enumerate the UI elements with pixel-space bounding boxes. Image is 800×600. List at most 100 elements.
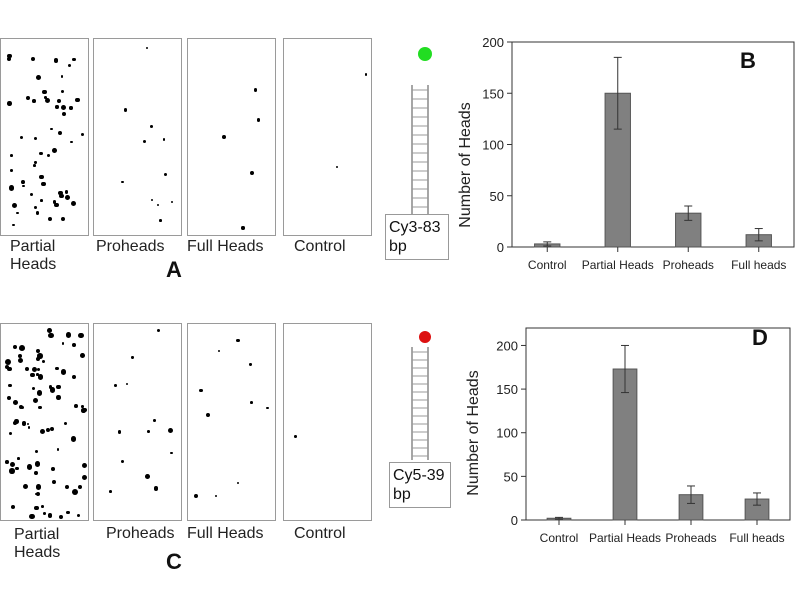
fluorescent-spot xyxy=(146,47,149,50)
chart-d-xtick-label-1: Partial Heads xyxy=(589,531,661,545)
dna-ladder-bottom xyxy=(411,331,431,460)
fluorescent-spot xyxy=(30,57,36,62)
fluorescent-spot xyxy=(39,151,43,156)
fluorescent-spot xyxy=(20,136,24,140)
bar-chart-b: Number of Heads B 0 50 100 150 200 Control Par… xyxy=(457,35,795,272)
image-panel-control-a xyxy=(283,38,372,236)
fluorescent-spot xyxy=(34,206,37,210)
fluorescent-spot xyxy=(51,479,57,484)
fluorescent-spot xyxy=(170,200,174,203)
image-panel-proheads-c xyxy=(93,323,182,521)
fluorescent-spot xyxy=(236,338,240,343)
fluorescent-spot xyxy=(266,406,269,409)
chart-d-ytick-label: 50 xyxy=(504,469,518,484)
fluorescent-spot xyxy=(17,357,24,364)
panel-letter-a: A xyxy=(166,257,182,282)
fluorescent-spot xyxy=(42,89,47,95)
fluorescent-spot xyxy=(12,420,18,425)
fluorescent-spot xyxy=(194,493,199,499)
fluorescent-spot xyxy=(50,127,53,131)
fluorescent-spot xyxy=(7,53,12,59)
fluorescent-spot xyxy=(34,505,39,510)
fluorescent-spot xyxy=(7,367,12,372)
image-panel-full-heads-a xyxy=(187,38,276,236)
fluorophore-dot-bottom xyxy=(419,331,431,343)
fluorophore-dot-top xyxy=(418,47,432,61)
fluorescent-spot xyxy=(68,64,72,68)
fluorescent-spot xyxy=(34,471,39,476)
fluorescent-spot xyxy=(64,190,68,194)
fluorescent-spot xyxy=(40,505,44,508)
fluorescent-spot xyxy=(16,211,19,215)
fluorescent-spot xyxy=(23,484,29,490)
fluorescent-spot xyxy=(66,510,70,515)
fluorescent-spot xyxy=(147,430,151,434)
fluorescent-spot xyxy=(35,348,41,354)
fluorescent-spot xyxy=(29,192,33,196)
fluorescent-spot xyxy=(34,161,37,164)
fluorescent-spot xyxy=(26,464,33,470)
fluorescent-spot xyxy=(80,405,84,409)
chart-b-panel-letter: B xyxy=(740,48,756,73)
fluorescent-spot xyxy=(41,359,45,363)
chart-d-xtick-label-2: Proheads xyxy=(665,531,716,545)
fluorescent-spot xyxy=(48,385,53,389)
fluorescent-spot xyxy=(62,111,67,117)
fluorescent-spot xyxy=(150,124,154,128)
fluorescent-spot xyxy=(157,204,160,207)
fluorescent-spot xyxy=(18,345,25,352)
fluorescent-spot xyxy=(114,383,118,387)
chart-b-ytick-label: 100 xyxy=(482,138,504,153)
fluorescent-spot xyxy=(69,106,73,110)
chart-d-ylabel: Number of Heads xyxy=(465,370,482,495)
fluorescent-spot xyxy=(59,193,65,199)
caption-proheads-c: Proheads xyxy=(106,525,175,542)
image-panel-partial-heads-a xyxy=(0,38,89,236)
caption-full-heads-c: Full Heads xyxy=(187,525,264,542)
fluorescent-spot xyxy=(81,408,86,413)
fluorescent-spot xyxy=(66,332,72,338)
fluorescent-spot xyxy=(56,395,61,400)
fluorescent-spot xyxy=(32,99,36,104)
fluorescent-spot xyxy=(58,514,63,519)
image-panel-proheads-a xyxy=(93,38,182,236)
fluorescent-spot xyxy=(217,349,221,352)
fluorescent-spot xyxy=(6,56,11,61)
chart-b-ylabel: Number of Heads xyxy=(457,102,474,227)
fluorescent-spot xyxy=(5,359,12,366)
fluorescent-spot xyxy=(65,485,70,490)
chart-b-ytick-label: 150 xyxy=(482,86,504,101)
chart-d-ytick-label: 150 xyxy=(496,382,518,397)
fluorescent-spot xyxy=(21,180,25,185)
fluorescent-spot xyxy=(15,466,19,470)
fluorescent-spot xyxy=(60,216,65,221)
fluorescent-spot xyxy=(82,463,88,469)
fluorescent-spot xyxy=(32,398,39,404)
fluorescent-spot xyxy=(121,180,124,184)
fluorescent-spot xyxy=(123,108,128,112)
chart-d-xtick-label-3: Full heads xyxy=(729,531,784,545)
fluorescent-spot xyxy=(64,195,70,201)
fluorescent-spot xyxy=(163,172,168,177)
fluorescent-spot xyxy=(222,134,226,139)
fluorescent-spot xyxy=(153,419,156,422)
fluorescent-spot xyxy=(13,400,19,406)
fluorescent-spot xyxy=(117,429,122,434)
fluorescent-spot xyxy=(36,75,42,81)
panel-letter-c: C xyxy=(166,549,182,574)
fluorescent-spot xyxy=(77,484,83,490)
fluorescent-spot xyxy=(22,184,25,188)
fluorescent-spot xyxy=(60,75,64,78)
fluorescent-spot xyxy=(61,342,65,345)
fluorescent-spot xyxy=(35,492,38,496)
fluorescent-spot xyxy=(30,373,35,378)
fluorescent-spot xyxy=(9,461,16,467)
fluorescent-spot xyxy=(51,467,55,472)
fluorescent-spot xyxy=(55,105,59,109)
fluorescent-spot xyxy=(32,366,38,372)
fluorescent-spot xyxy=(131,356,134,359)
fluorescent-spot xyxy=(39,174,44,180)
fluorescent-spot xyxy=(241,226,245,230)
fluorescent-spot xyxy=(199,388,203,393)
fluorescent-spot xyxy=(249,400,253,404)
